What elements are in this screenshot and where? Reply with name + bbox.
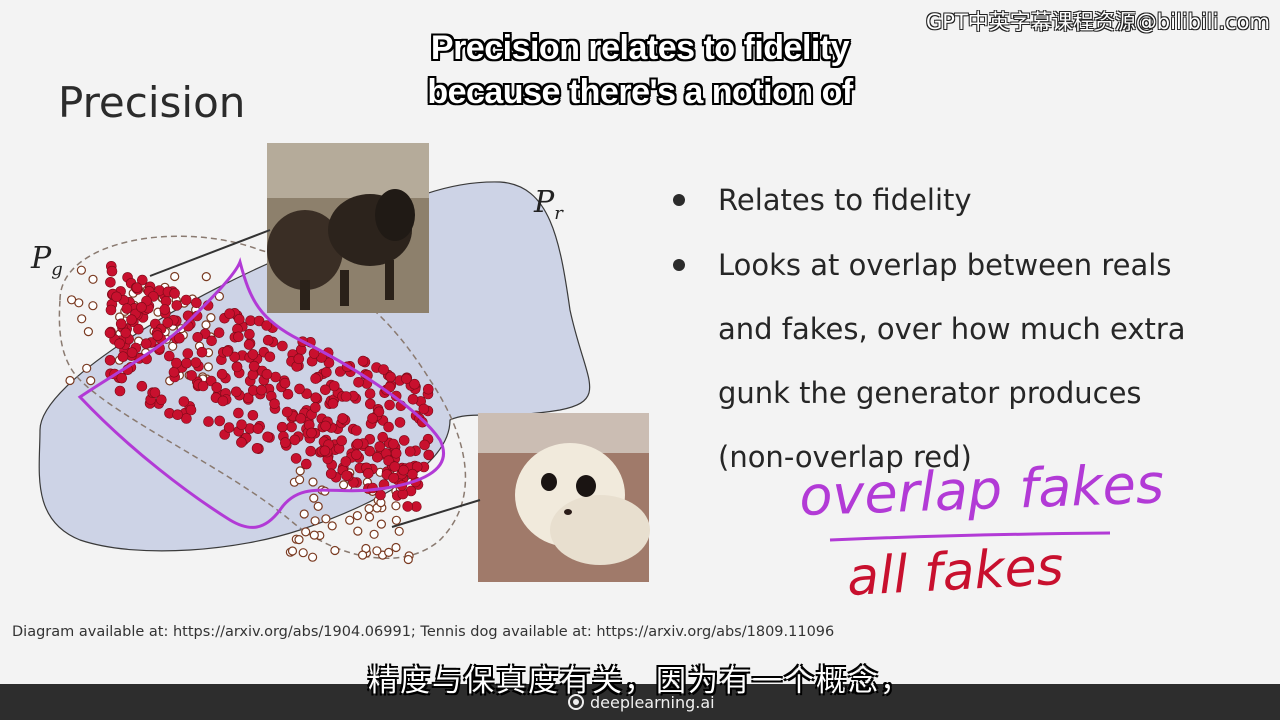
bullet-item: Looks at overlap between reals and fakes… bbox=[670, 233, 1218, 489]
bullet-text: Relates to fidelity bbox=[718, 183, 972, 217]
bullet-list: Relates to fidelity Looks at overlap bet… bbox=[670, 168, 1218, 489]
bottom-bar bbox=[0, 684, 1280, 720]
deeplearning-logo-icon bbox=[568, 694, 584, 710]
bullet-dot-icon bbox=[673, 194, 685, 206]
bullet-item: Relates to fidelity bbox=[670, 168, 1218, 232]
fake-sample-dots bbox=[104, 260, 435, 512]
handwritten-numerator: overlap fakes bbox=[798, 452, 1165, 528]
bullet-text: Looks at overlap between reals and fakes… bbox=[718, 248, 1186, 474]
overlap-region-outline bbox=[77, 257, 445, 529]
chinese-subtitle: 精度与保真度有关，因为有一个概念， bbox=[368, 664, 912, 699]
bullet-dot-icon bbox=[673, 259, 685, 271]
handwritten-denominator: all fakes bbox=[846, 537, 1066, 608]
image-credit: Diagram available at: https://arxiv.org/… bbox=[12, 624, 835, 640]
subtitle-line: Precision relates to fidelity bbox=[430, 29, 850, 67]
brand: deeplearning.ai bbox=[568, 690, 715, 714]
slide-title: Precision bbox=[58, 78, 246, 127]
subtitle-line: because there's a notion of bbox=[427, 73, 853, 111]
english-subtitle: Precision relates to fidelity because th… bbox=[0, 26, 1280, 114]
seal-image bbox=[478, 413, 650, 582]
pg-label: Pg bbox=[30, 241, 63, 280]
brand-text: deeplearning.ai bbox=[590, 692, 715, 712]
horses-image bbox=[267, 143, 429, 313]
fraction-bar bbox=[829, 531, 1111, 542]
watermark: GPT中英字幕课程资源@bilibili.com bbox=[926, 10, 1270, 34]
pr-label: Pr bbox=[533, 185, 564, 224]
